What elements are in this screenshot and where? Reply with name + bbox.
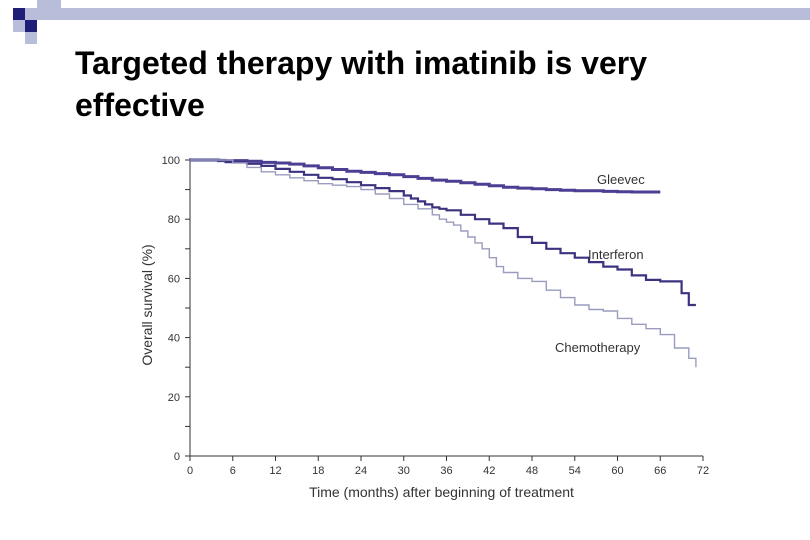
- series-line-interferon: [190, 158, 696, 307]
- series-label-chemotherapy: Chemotherapy: [555, 340, 641, 355]
- x-tick-label: 54: [569, 465, 581, 477]
- deco-square-light-1: [25, 8, 37, 20]
- y-tick-label: 80: [168, 214, 180, 226]
- x-tick-label: 48: [526, 465, 538, 477]
- slide-corner-decoration: [13, 0, 810, 44]
- x-tick-label: 36: [440, 465, 452, 477]
- slide-title: Targeted therapy with imatinib is very e…: [75, 45, 647, 123]
- x-axis-label: Time (months) after beginning of treatme…: [309, 484, 574, 500]
- deco-square-light-4: [25, 32, 37, 44]
- series-label-interferon: Interferon: [588, 247, 644, 262]
- series-line-gleevec: [190, 158, 661, 194]
- x-tick-label: 12: [269, 465, 281, 477]
- series-line-chemotherapy: [190, 159, 697, 368]
- x-tick-label: 66: [654, 465, 666, 477]
- x-tick-label: 60: [611, 465, 623, 477]
- deco-square-light-3: [13, 20, 25, 32]
- series-label-gleevec: Gleevec: [597, 172, 645, 187]
- y-tick-label: 40: [168, 333, 180, 345]
- deco-rule-bar: [61, 8, 810, 20]
- y-axis-label: Overall survival (%): [139, 244, 155, 365]
- x-tick-label: 18: [312, 465, 324, 477]
- x-tick-label: 24: [355, 465, 367, 477]
- deco-square-dark-1: [13, 8, 25, 20]
- deco-square-dark-2: [25, 20, 37, 32]
- x-tick-label: 6: [230, 465, 236, 477]
- y-tick-label: 0: [174, 451, 180, 463]
- x-tick-label: 30: [398, 465, 410, 477]
- y-tick-label: 60: [168, 273, 180, 285]
- x-tick-label: 42: [483, 465, 495, 477]
- x-tick-label: 72: [697, 465, 709, 477]
- x-tick-label: 0: [187, 465, 193, 477]
- y-tick-label: 100: [162, 155, 180, 167]
- deco-square-light-2: [37, 0, 61, 20]
- y-tick-label: 20: [168, 392, 180, 404]
